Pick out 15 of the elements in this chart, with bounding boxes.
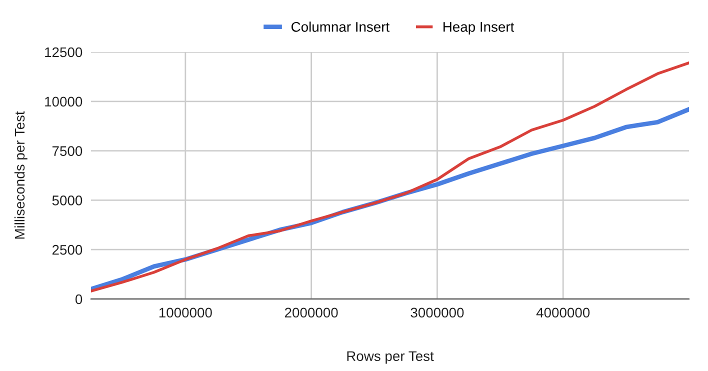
y-axis-title: Milliseconds per Test <box>14 111 28 239</box>
y-tick-label: 0 <box>75 294 82 304</box>
y-tick-label: 5000 <box>52 196 82 206</box>
x-tick-label: 2000000 <box>284 308 338 318</box>
y-tick-label: 2500 <box>52 244 82 255</box>
line-series <box>91 61 689 292</box>
x-tick-label: 1000000 <box>159 308 212 318</box>
y-tick-label: 12500 <box>45 47 82 58</box>
x-tick-label: 4000000 <box>536 308 590 318</box>
x-axis-title: Rows per Test <box>347 351 434 364</box>
x-tick-label: 3000000 <box>410 308 464 318</box>
y-tick-label: 7500 <box>52 146 82 156</box>
legend-label: Columnar Insert <box>292 22 390 32</box>
y-tick-label: 10000 <box>45 96 82 107</box>
legend-label: Heap Insert <box>444 22 514 35</box>
